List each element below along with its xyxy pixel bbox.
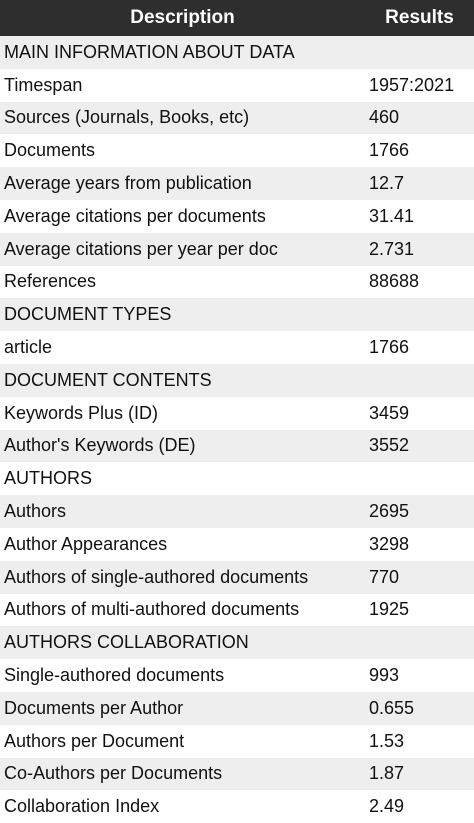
description-cell: DOCUMENT CONTENTS (4, 369, 212, 390)
data-row: Authors of single-authored documents 770 (0, 560, 474, 594)
result-cell: 2695 (369, 501, 410, 522)
section-row: DOCUMENT TYPES (0, 298, 474, 332)
result-cell: 1.87 (369, 763, 405, 784)
table-header: Description Results (0, 0, 474, 36)
header-row: Description Results (0, 0, 474, 36)
description-cell: AUTHORS (4, 468, 93, 489)
result-cell: 770 (369, 566, 400, 587)
data-row: Sources (Journals, Books, etc) 460 (0, 101, 474, 135)
result-cell: 1766 (369, 337, 410, 358)
description-cell: Authors per Document (4, 730, 185, 751)
result-cell: 1766 (369, 140, 410, 161)
result-cell: 3552 (369, 435, 410, 456)
description-cell: AUTHORS COLLABORATION (4, 632, 249, 653)
result-cell: 2.731 (369, 238, 415, 259)
description-cell: Average years from publication (4, 173, 252, 194)
section-row: DOCUMENT CONTENTS (0, 363, 474, 397)
description-cell: Average citations per year per doc (4, 238, 278, 259)
result-cell: 12.7 (369, 173, 405, 194)
description-cell: Average citations per documents (4, 205, 266, 226)
data-row: Author's Keywords (DE) 3552 (0, 429, 474, 463)
result-cell: 993 (369, 665, 400, 686)
data-row: article 1766 (0, 331, 474, 364)
result-cell: 31.41 (369, 205, 415, 226)
data-row: Average years from publication 12.7 (0, 167, 474, 200)
data-row: Keywords Plus (ID) 3459 (0, 396, 474, 430)
data-row: Average citations per documents 31.41 (0, 199, 474, 233)
result-cell: 3298 (369, 533, 410, 554)
header-cell: Results (365, 0, 474, 36)
description-cell: MAIN INFORMATION ABOUT DATA (4, 41, 295, 62)
description-cell: Collaboration Index (4, 796, 160, 817)
data-row: Authors of multi-authored documents 1925 (0, 593, 474, 627)
data-row: Authors per Document 1.53 (0, 724, 474, 758)
data-row: Average citations per year per doc 2.731 (0, 232, 474, 266)
header-cell: Description (0, 0, 365, 36)
data-row: Documents 1766 (0, 134, 474, 168)
section-row: AUTHORS COLLABORATION (0, 626, 474, 660)
data-row: Single-authored documents 993 (0, 659, 474, 692)
description-cell: Timespan (4, 74, 83, 95)
description-cell: Authors of multi-authored documents (4, 599, 300, 620)
description-cell: Documents per Author (4, 697, 184, 718)
description-cell: Authors of single-authored documents (4, 566, 309, 587)
result-cell: 460 (369, 107, 400, 128)
section-row: MAIN INFORMATION ABOUT DATA (0, 36, 474, 69)
data-row: Collaboration Index 2.49 (0, 790, 474, 823)
description-cell: Author's Keywords (DE) (4, 435, 196, 456)
result-cell: 88688 (369, 271, 420, 292)
data-row: Co-Authors per Documents 1.87 (0, 757, 474, 791)
description-cell: article (4, 337, 53, 358)
data-row: Author Appearances 3298 (0, 527, 474, 561)
result-cell: 1925 (369, 599, 410, 620)
description-cell: Author Appearances (4, 533, 168, 554)
section-row: AUTHORS (0, 462, 474, 496)
data-row: References 88688 (0, 265, 474, 299)
data-row: Timespan 1957:2021 (0, 68, 474, 102)
result-cell: 2.49 (369, 796, 405, 817)
description-cell: Single-authored documents (4, 665, 225, 686)
result-cell: 3459 (369, 402, 410, 423)
description-cell: Sources (Journals, Books, etc) (4, 107, 250, 128)
data-row: Authors 2695 (0, 495, 474, 528)
description-cell: Documents (4, 140, 96, 161)
description-cell: References (4, 271, 97, 292)
result-cell: 0.655 (369, 697, 415, 718)
description-cell: Keywords Plus (ID) (4, 402, 159, 423)
description-cell: DOCUMENT TYPES (4, 304, 172, 325)
description-cell: Authors (4, 501, 67, 522)
result-cell: 1.53 (369, 730, 405, 751)
result-cell: 1957:2021 (369, 74, 455, 95)
table-body: MAIN INFORMATION ABOUT DATA Timespan 1957:… (0, 36, 474, 823)
data-row: Documents per Author 0.655 (0, 691, 474, 725)
description-cell: Co-Authors per Documents (4, 763, 223, 784)
